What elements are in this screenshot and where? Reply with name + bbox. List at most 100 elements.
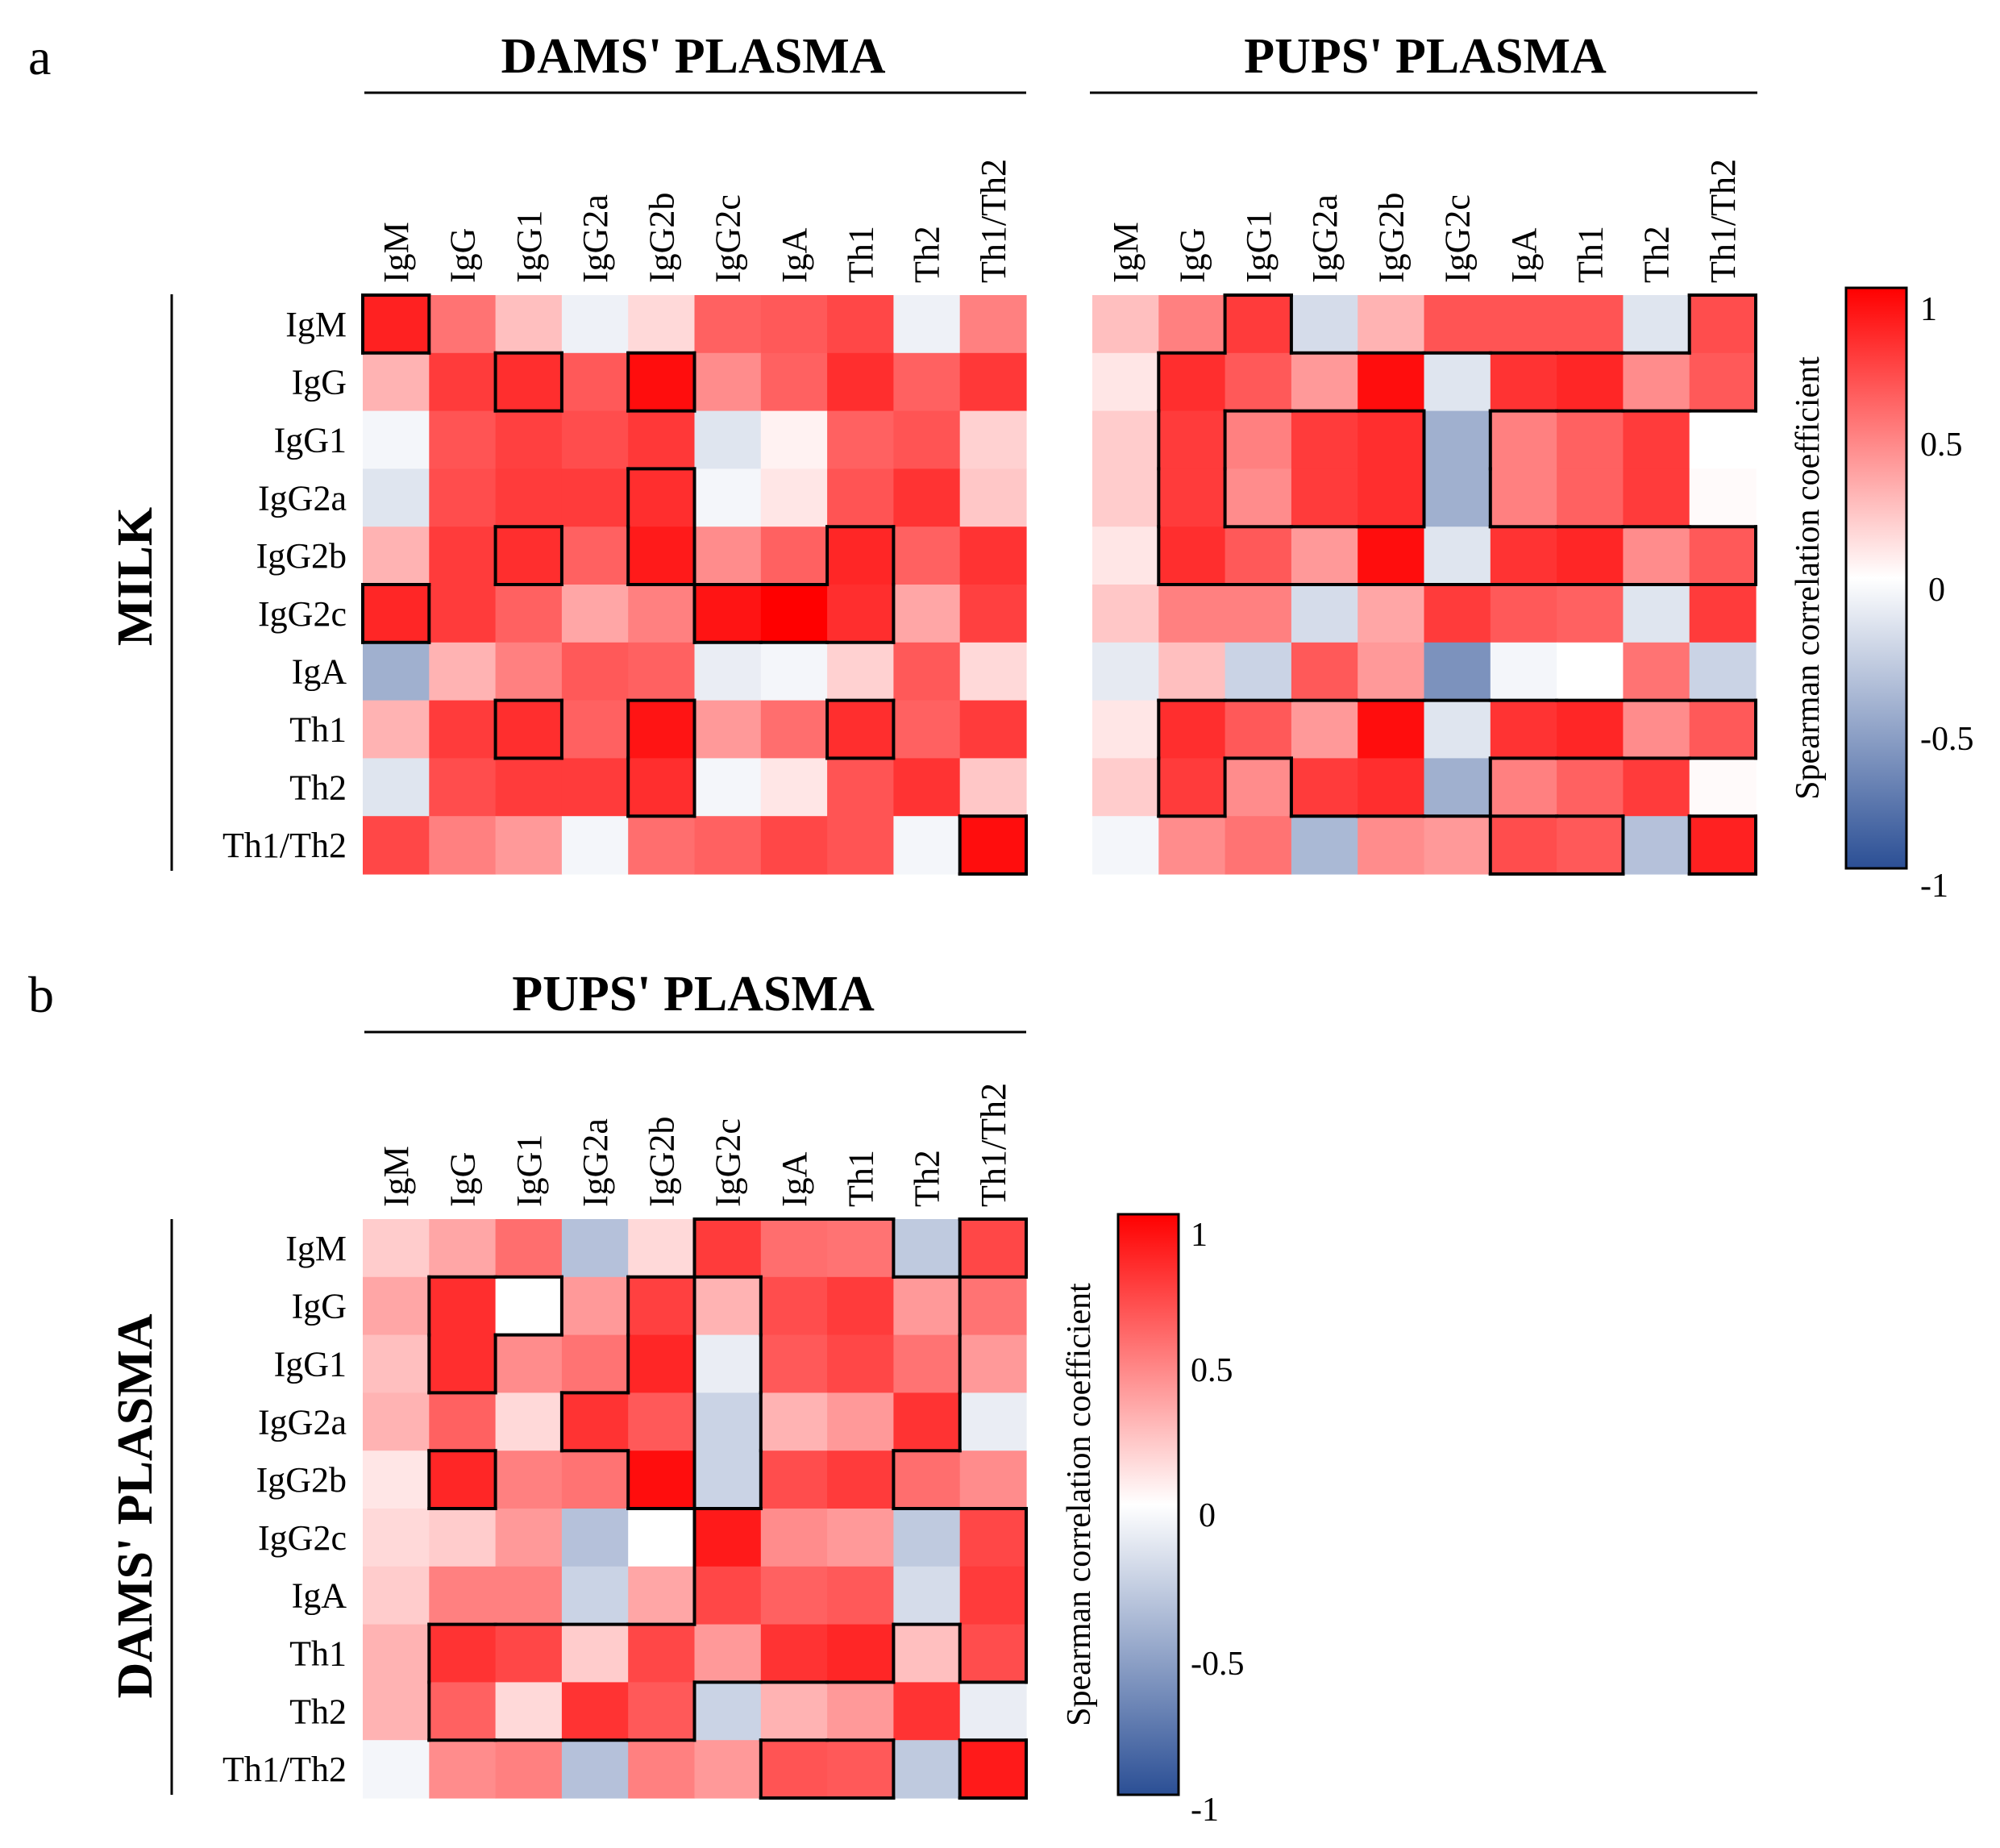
heatmap-cell: [1424, 642, 1491, 701]
heatmap-cell: [959, 295, 1027, 354]
heatmap-cell: [1225, 758, 1292, 817]
heatmap-cell: [1225, 585, 1292, 643]
heatmap-cell: [628, 642, 696, 701]
heatmap-cell: [760, 1624, 828, 1683]
row-label: IgG: [292, 1287, 347, 1326]
heatmap-cell: [1291, 642, 1358, 701]
row-label: IgG2a: [258, 478, 347, 518]
heatmap-cell: [827, 1451, 894, 1509]
colorbar-a-tick: -0.5: [1920, 721, 1974, 758]
heatmap-cell: [495, 1219, 563, 1278]
heatmap-cell: [760, 352, 828, 412]
heatmap-cell: [827, 410, 894, 469]
heatmap-cell: [561, 1451, 629, 1509]
colorbar-b-tick: 1: [1191, 1217, 1208, 1254]
section-title-dams-plasma: DAMS' PLASMA: [501, 29, 885, 84]
heatmap-cell: [561, 527, 629, 585]
heatmap-cell: [959, 1392, 1027, 1451]
heatmap-cell: [1358, 410, 1425, 469]
heatmap-cell: [628, 410, 696, 469]
heatmap-cell: [561, 352, 629, 412]
heatmap-cell: [561, 1566, 629, 1625]
heatmap-cell: [1490, 816, 1557, 875]
heatmap-cell: [495, 1392, 563, 1451]
row-label: IgM: [285, 1229, 347, 1268]
column-label: IgG2c: [1438, 194, 1478, 283]
heatmap-cell: [760, 1740, 828, 1799]
heatmap-cell: [1490, 468, 1557, 527]
heatmap-cell: [1424, 468, 1491, 527]
column-label: Th1: [1570, 226, 1610, 283]
heatmap-cell: [363, 585, 430, 643]
heatmap-cell: [628, 1451, 696, 1509]
section-title-pups-plasma-b: PUPS' PLASMA: [512, 967, 875, 1022]
heatmap-cell: [694, 1451, 762, 1509]
heatmap-cell: [827, 352, 894, 412]
column-label: IgG2a: [576, 1118, 615, 1207]
heatmap-cell: [760, 295, 828, 354]
heatmap-cell: [1557, 352, 1624, 412]
heatmap-cell: [893, 1451, 961, 1509]
heatmap-cell: [1291, 527, 1358, 585]
heatmap-cell: [1689, 352, 1757, 412]
heatmap-cell: [959, 700, 1027, 759]
heatmap-cell: [1490, 410, 1557, 469]
heatmap-cell: [827, 468, 894, 527]
colorbar-a-tick: 1: [1920, 291, 1937, 328]
row-label: Th2: [289, 768, 347, 807]
heatmap-cell: [363, 1682, 430, 1741]
heatmap-cell: [1291, 816, 1358, 875]
column-label: IgA: [775, 1151, 814, 1207]
heatmap-cell: [959, 1509, 1027, 1567]
heatmap-cell: [694, 527, 762, 585]
heatmap-cell: [1490, 295, 1557, 354]
heatmap-cell: [628, 1219, 696, 1278]
heatmap-cell: [429, 1451, 497, 1509]
column-label: IgG2c: [709, 194, 748, 283]
heatmap-cell: [893, 1740, 961, 1799]
colorbar-a-tick: 0.5: [1920, 427, 1963, 464]
heatmap-cell: [893, 1219, 961, 1278]
column-label: Th1/Th2: [1703, 159, 1743, 283]
heatmap-cell: [429, 1624, 497, 1683]
heatmap-cell: [1291, 295, 1358, 354]
heatmap-cell: [628, 1566, 696, 1625]
heatmap-cell: [893, 585, 961, 643]
heatmap-cell: [959, 1451, 1027, 1509]
heatmap-cell: [694, 758, 762, 817]
heatmap-cell: [1092, 527, 1159, 585]
heatmap-cell: [628, 468, 696, 527]
heatmap-cell: [495, 1334, 563, 1393]
heatmap-cell: [827, 1682, 894, 1741]
column-label: IgM: [376, 1146, 416, 1207]
row-label: IgG2c: [258, 594, 347, 634]
heatmap-cell: [1358, 468, 1425, 527]
heatmap-cell: [363, 295, 430, 354]
heatmap-cell: [959, 1219, 1027, 1278]
column-label: IgM: [1106, 222, 1146, 283]
column-label: Th1: [841, 1150, 880, 1207]
heatmap-cell: [760, 1509, 828, 1567]
heatmap-cell: [827, 1509, 894, 1567]
heatmap-cell: [628, 1334, 696, 1393]
column-label: IgG: [443, 228, 482, 283]
heatmap-cell: [429, 295, 497, 354]
heatmap-cell: [1092, 700, 1159, 759]
heatmap-cell: [959, 352, 1027, 412]
heatmap-cell: [760, 468, 828, 527]
heatmap-cell: [1424, 758, 1491, 817]
heatmap-cell: [561, 1276, 629, 1336]
heatmap-cell: [363, 1566, 430, 1625]
heatmap-cell: [760, 585, 828, 643]
heatmap-cell: [1689, 816, 1757, 875]
row-label: IgG2c: [258, 1518, 347, 1558]
heatmap-cell: [694, 1624, 762, 1683]
heatmap-cell: [1623, 352, 1690, 412]
heatmap-cell: [363, 352, 430, 412]
heatmap-cell: [827, 1276, 894, 1336]
column-label: IgA: [775, 227, 814, 283]
heatmap-cell: [959, 1566, 1027, 1625]
heatmap-cell: [561, 295, 629, 354]
heatmap-cell: [561, 1740, 629, 1799]
heatmap-cell: [363, 527, 430, 585]
